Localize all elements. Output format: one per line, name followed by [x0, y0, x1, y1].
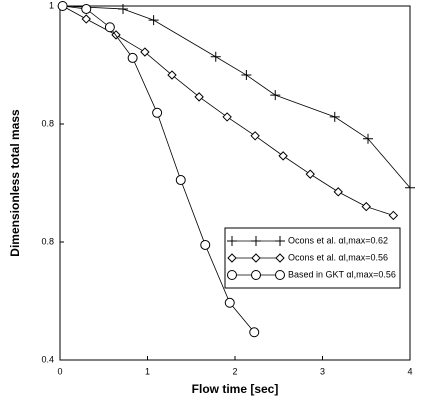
- circle-marker: [224, 297, 235, 308]
- circle-marker: [104, 22, 115, 33]
- legend-label: Based in GKT αl,max=0.56: [288, 269, 396, 279]
- plus-marker: [241, 70, 252, 81]
- plus-marker: [275, 236, 285, 246]
- circle-marker: [275, 270, 285, 280]
- diamond-marker: [250, 131, 260, 141]
- x-tick-label: 0: [57, 366, 62, 376]
- diamond-marker: [81, 14, 91, 24]
- legend-marker: [227, 236, 285, 246]
- legend-marker: [227, 253, 285, 263]
- diamond-marker: [278, 151, 288, 161]
- circle-marker: [127, 52, 138, 63]
- y-axis-title: Dimensionless total mass: [8, 109, 22, 257]
- circle-marker: [200, 239, 211, 250]
- diamond-marker: [305, 169, 315, 179]
- diamond-marker: [251, 253, 261, 263]
- diamond-marker: [222, 112, 232, 122]
- circle-marker: [175, 175, 186, 186]
- plus-marker: [329, 111, 340, 122]
- y-tick-label: 0.4: [41, 354, 54, 364]
- x-axis-title: Flow time [sec]: [192, 382, 279, 396]
- circle-marker: [249, 327, 260, 338]
- circle-marker: [57, 1, 68, 11]
- plot-frame: [59, 5, 411, 361]
- diamond-marker: [167, 70, 177, 80]
- circle-marker: [152, 107, 163, 118]
- diamond-marker: [361, 201, 371, 212]
- plus-marker: [210, 51, 221, 62]
- x-tick-label: 2: [232, 366, 237, 376]
- diamond-marker: [333, 187, 343, 197]
- diamond-marker: [388, 210, 399, 221]
- x-tick-label: 4: [407, 366, 412, 376]
- diamond-marker: [275, 253, 285, 263]
- plus-marker: [270, 90, 281, 101]
- legend-marker: [227, 270, 285, 280]
- legend-label: Ocons et al. αl,max=0.56: [288, 252, 388, 262]
- diamond-marker: [227, 253, 237, 263]
- series-line: [62, 5, 394, 216]
- y-tick-label: 0.8: [41, 118, 54, 128]
- circle-marker: [81, 3, 92, 14]
- circle-marker: [251, 270, 261, 280]
- y-tick-label: 0.8: [41, 236, 54, 246]
- y-tick-label: 1: [49, 0, 54, 10]
- plus-marker: [363, 133, 373, 144]
- x-tick-label: 1: [145, 366, 150, 376]
- plus-marker: [227, 236, 237, 246]
- x-tick-label: 3: [320, 366, 325, 376]
- diamond-marker: [140, 47, 150, 57]
- plus-marker: [148, 15, 159, 26]
- plus-marker: [405, 182, 415, 193]
- legend-label: Ocons et al. αl,max=0.62: [288, 235, 388, 245]
- circle-marker: [227, 270, 237, 280]
- diamond-marker: [194, 92, 204, 102]
- plus-marker: [251, 236, 261, 246]
- plus-marker: [118, 3, 128, 14]
